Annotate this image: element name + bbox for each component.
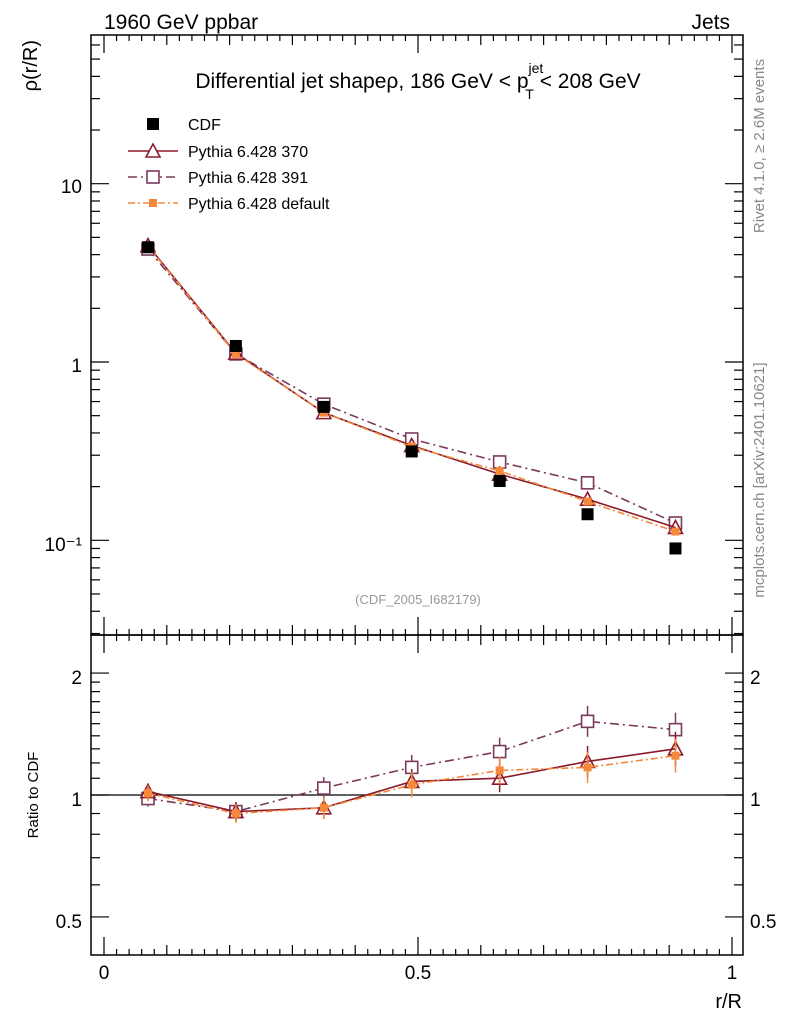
- cdf-point: [229, 339, 242, 352]
- ratio-y-tick-label-right-2: 2: [750, 668, 761, 689]
- x-axis-label: r/R: [715, 991, 742, 1013]
- pythia-default-ratio-point: [319, 803, 328, 812]
- rivet-version-label: Rivet 4.1.0, ≥ 2.6M events: [751, 59, 768, 233]
- pythia-default-ratio-point: [671, 751, 680, 760]
- cdf-point: [669, 542, 682, 555]
- legend-pythia-370-label: Pythia 6.428 370: [188, 144, 308, 161]
- pythia-default-ratio-point: [583, 763, 592, 772]
- x-tick-label-0p5: 0.5: [405, 963, 431, 984]
- ratio-y-tick-label-right-0p5: 0.5: [750, 912, 776, 933]
- legend-pythia-default-label: Pythia 6.428 default: [188, 196, 330, 213]
- pythia-default-point: [671, 527, 680, 536]
- pythia-default-point: [583, 497, 592, 506]
- pythia-391-line: [147, 248, 676, 524]
- pythia-default-line: [147, 245, 676, 533]
- title-prefix: Differential jet shapeρ, 186 GeV < p: [195, 70, 528, 93]
- pythia-default-point: [495, 466, 504, 475]
- pythia-370-line: [147, 245, 676, 529]
- y-tick-label-1: 1: [71, 356, 82, 377]
- ratio-y-axis-label: Ratio to CDF: [25, 752, 42, 839]
- cdf-point: [317, 400, 330, 413]
- y-axis-label: ρ(r/R): [20, 40, 42, 91]
- mcplots-label: mcplots.cern.ch [arXiv:2401.10621]: [751, 362, 768, 597]
- ratio-y-tick-label-1: 1: [71, 790, 82, 811]
- legend-pythia-default-marker: [149, 199, 157, 207]
- cdf-point: [405, 445, 418, 458]
- axis-ticks: [91, 35, 743, 955]
- y-tick-label-10: 10: [61, 177, 82, 198]
- pythia-default-ratio-point: [407, 780, 416, 789]
- plot-title: Differential jet shapeρ, 186 GeV < pjet T…: [195, 60, 640, 102]
- x-tick-label-1: 1: [727, 963, 738, 984]
- pythia-default-point: [231, 349, 240, 358]
- ratio-y-tick-label-2: 2: [71, 668, 82, 689]
- cdf-point: [493, 475, 506, 488]
- pythia-default-ratio-point: [231, 809, 240, 818]
- legend: CDF Pythia 6.428 370 Pythia 6.428 391 Pythi…: [128, 117, 330, 213]
- legend-cdf-marker: [147, 118, 159, 130]
- title-sup: jet: [528, 60, 544, 76]
- pythia-391-ratio-point: [316, 781, 331, 795]
- legend-pythia-391-marker: [146, 170, 160, 184]
- cdf-point: [581, 508, 594, 521]
- header-left: 1960 GeV ppbar: [104, 11, 258, 34]
- pythia-default-ratio-point: [495, 766, 504, 775]
- pythia-391-ratio-point: [580, 714, 595, 729]
- legend-pythia-391-label: Pythia 6.428 391: [188, 170, 308, 187]
- pythia-391-ratio-point: [492, 744, 507, 759]
- header-right: Jets: [691, 11, 730, 34]
- ratio-y-tick-label-right-1: 1: [750, 790, 761, 811]
- title-suffix: < 208 GeV: [534, 70, 641, 93]
- cdf-point: [141, 241, 154, 254]
- pythia-391-point: [580, 476, 595, 490]
- x-tick-label-0: 0: [99, 963, 110, 984]
- legend-cdf-label: CDF: [188, 117, 221, 134]
- data-series: [139, 236, 684, 824]
- title-sub: T: [525, 86, 534, 102]
- ratio-y-tick-label-0p5: 0.5: [56, 912, 82, 933]
- y-tick-label-0p1: 10⁻¹: [45, 535, 83, 556]
- pythia-default-ratio-point: [143, 789, 152, 798]
- legend-pythia-370-marker: [144, 142, 162, 158]
- analysis-id-label: (CDF_2005_I682179): [355, 592, 481, 607]
